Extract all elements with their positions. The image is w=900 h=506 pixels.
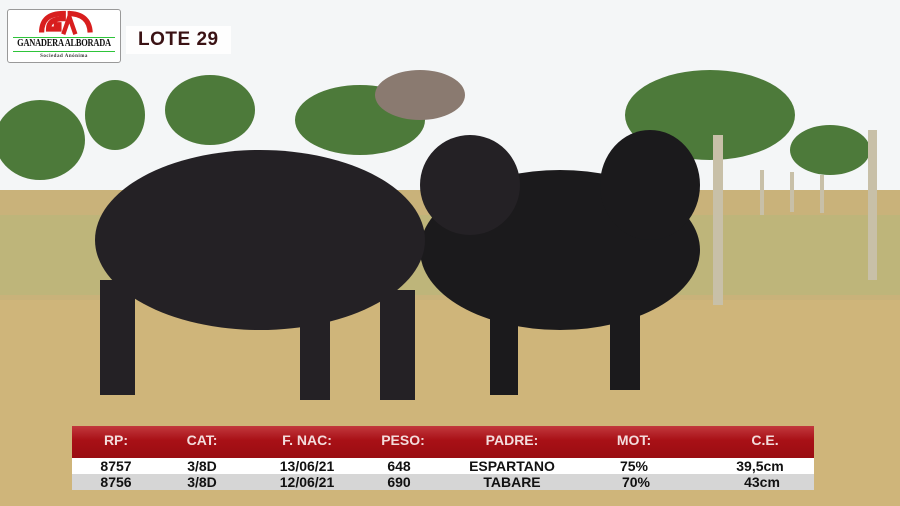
header-ce: C.E. — [751, 432, 779, 448]
cell-cat: 3/8D — [187, 458, 217, 474]
cell-fnac: 13/06/21 — [279, 458, 335, 474]
lot-info-table: RP: CAT: F. NAC: PESO: PADRE: MOT: C.E. … — [72, 426, 814, 490]
logo-brand-text: GANADERA ALBORADA — [17, 38, 111, 49]
cell-peso: 648 — [387, 458, 411, 474]
cell-fnac: 12/06/21 — [279, 474, 335, 490]
logo-subtitle: Sociedad Anónima — [40, 54, 88, 59]
cell-rp: 8756 — [100, 474, 132, 490]
header-peso: PESO: — [381, 432, 425, 448]
cell-cat: 3/8D — [187, 474, 217, 490]
cell-rp: 8757 — [100, 458, 132, 474]
table-row: 8756 3/8D 12/06/21 690 TABARE 70% 43cm — [72, 474, 814, 490]
ganadera-alborada-logo: GANADERA ALBORADA Sociedad Anónima — [7, 9, 121, 63]
header-cat: CAT: — [186, 432, 218, 448]
bull-left — [95, 135, 520, 400]
cell-mot: 75% — [619, 458, 649, 474]
fence — [713, 130, 877, 305]
cell-mot: 70% — [621, 474, 651, 490]
cell-padre: ESPARTANO — [469, 458, 555, 474]
header-fnac: F. NAC: — [282, 432, 332, 448]
header-mot: MOT: — [616, 432, 652, 448]
logo-emblem-icon — [39, 10, 93, 35]
table-row: 8757 3/8D 13/06/21 648 ESPARTANO 75% 39,… — [72, 458, 814, 474]
cell-ce: 39,5cm — [736, 458, 784, 474]
header-rp: RP: — [103, 432, 129, 448]
cell-padre: TABARE — [483, 474, 541, 490]
table-header: RP: CAT: F. NAC: PESO: PADRE: MOT: C.E. — [72, 426, 814, 458]
lot-title: LOTE 29 — [126, 26, 231, 54]
cell-peso: 690 — [387, 474, 411, 490]
header-padre: PADRE: — [485, 432, 539, 448]
cell-ce: 43cm — [744, 474, 780, 490]
